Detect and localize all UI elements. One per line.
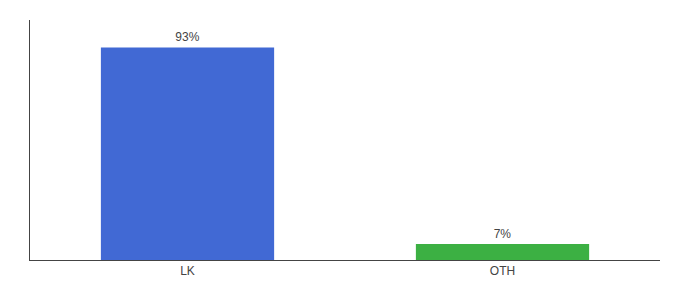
svg-text:LK: LK [180, 264, 195, 278]
svg-text:7%: 7% [494, 227, 512, 241]
svg-text:93%: 93% [175, 30, 199, 44]
svg-text:OTH: OTH [490, 264, 515, 278]
